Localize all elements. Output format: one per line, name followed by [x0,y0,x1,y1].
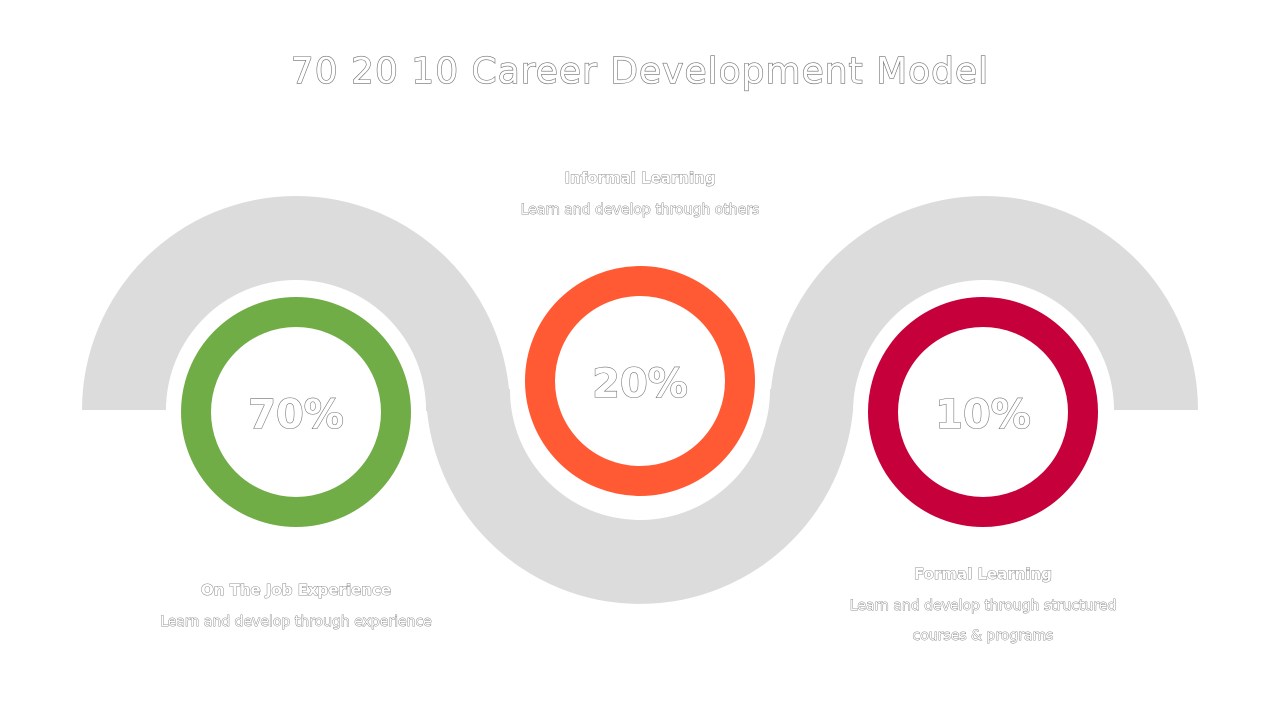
label-desc-10-line2: courses & programs [913,628,1054,644]
wave-arc-middle [426,390,854,604]
percent-10: 10% [935,392,1031,438]
wave-joint-right [770,389,854,411]
ring-10 [868,297,1098,527]
label-heading-10: Formal Learning [914,565,1052,583]
page-title: 70 20 10 Career Development Model [291,51,989,92]
label-heading-70: On The Job Experience [201,581,391,599]
wave-joint-left [426,389,510,411]
label-heading-20: Informal Learning [564,169,715,187]
percent-20: 20% [592,361,688,407]
ring-20 [525,266,755,496]
wave-band [82,196,1198,604]
label-desc-20: Learn and develop through others [521,202,760,218]
label-desc-70: Learn and develop through experience [160,614,432,630]
ring-70 [181,297,411,527]
percent-70: 70% [248,392,344,438]
wave-arc-right [770,196,1198,410]
label-desc-10-line1: Learn and develop through structured [850,598,1116,614]
wave-arc-left [82,196,510,410]
